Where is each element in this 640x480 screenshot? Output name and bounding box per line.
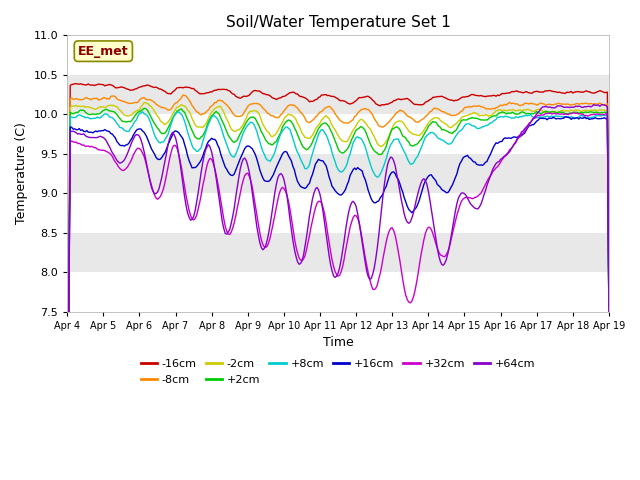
+32cm bbox=[539, 112, 547, 118]
Line: +16cm: +16cm bbox=[67, 117, 609, 480]
+16cm bbox=[164, 142, 172, 147]
+2cm bbox=[403, 138, 411, 144]
+32cm bbox=[605, 308, 612, 314]
-2cm bbox=[141, 99, 149, 105]
Line: -16cm: -16cm bbox=[67, 84, 609, 480]
+64cm bbox=[539, 104, 547, 110]
+64cm bbox=[372, 256, 380, 262]
+16cm bbox=[539, 115, 547, 121]
-16cm bbox=[403, 96, 411, 101]
Bar bbox=[67, 154, 609, 193]
+16cm bbox=[605, 312, 612, 318]
+16cm bbox=[402, 199, 410, 204]
Bar bbox=[67, 233, 609, 272]
-8cm bbox=[179, 92, 187, 98]
-8cm bbox=[373, 120, 381, 126]
Line: -8cm: -8cm bbox=[67, 95, 609, 480]
+16cm bbox=[561, 114, 569, 120]
+8cm bbox=[540, 114, 548, 120]
+64cm bbox=[590, 102, 598, 108]
+2cm bbox=[392, 124, 399, 130]
+2cm bbox=[540, 109, 548, 115]
-8cm bbox=[392, 111, 399, 117]
Line: -2cm: -2cm bbox=[67, 102, 609, 480]
+64cm bbox=[390, 158, 397, 164]
-8cm bbox=[403, 113, 411, 119]
-8cm bbox=[540, 101, 548, 107]
-16cm bbox=[373, 102, 381, 108]
+8cm bbox=[139, 109, 147, 115]
Line: +64cm: +64cm bbox=[67, 105, 609, 480]
Text: EE_met: EE_met bbox=[78, 45, 129, 58]
-2cm bbox=[166, 117, 173, 123]
-16cm bbox=[80, 82, 88, 87]
+16cm bbox=[79, 127, 86, 132]
+8cm bbox=[605, 311, 612, 317]
+2cm bbox=[140, 106, 148, 111]
Title: Soil/Water Temperature Set 1: Soil/Water Temperature Set 1 bbox=[226, 15, 451, 30]
-8cm bbox=[164, 107, 172, 113]
+32cm bbox=[79, 143, 86, 148]
+32cm bbox=[390, 228, 397, 234]
+64cm bbox=[402, 216, 410, 222]
Line: +8cm: +8cm bbox=[67, 112, 609, 480]
+8cm bbox=[373, 174, 381, 180]
+32cm bbox=[402, 292, 410, 298]
+8cm bbox=[392, 136, 399, 142]
-2cm bbox=[403, 126, 411, 132]
+2cm bbox=[605, 308, 612, 313]
-8cm bbox=[605, 300, 612, 306]
-2cm bbox=[605, 307, 612, 312]
+32cm bbox=[164, 164, 172, 169]
+16cm bbox=[390, 169, 397, 175]
+8cm bbox=[79, 113, 86, 119]
-16cm bbox=[392, 97, 399, 103]
-16cm bbox=[540, 89, 548, 95]
+2cm bbox=[373, 150, 381, 156]
-8cm bbox=[79, 96, 86, 102]
-16cm bbox=[166, 91, 173, 96]
Bar bbox=[67, 75, 609, 114]
Y-axis label: Temperature (C): Temperature (C) bbox=[15, 122, 28, 225]
Line: +32cm: +32cm bbox=[67, 113, 609, 480]
+32cm bbox=[569, 110, 577, 116]
+8cm bbox=[403, 156, 411, 161]
+64cm bbox=[605, 303, 612, 309]
X-axis label: Time: Time bbox=[323, 336, 353, 349]
+32cm bbox=[372, 286, 380, 291]
+2cm bbox=[79, 108, 86, 113]
-2cm bbox=[373, 140, 381, 146]
Legend: -16cm, -8cm, -2cm, +2cm, +8cm, +16cm, +32cm, +64cm: -16cm, -8cm, -2cm, +2cm, +8cm, +16cm, +3… bbox=[136, 355, 540, 389]
+64cm bbox=[164, 142, 172, 148]
+16cm bbox=[372, 200, 380, 205]
+64cm bbox=[79, 132, 86, 137]
+2cm bbox=[166, 122, 173, 128]
-16cm bbox=[605, 292, 612, 298]
-2cm bbox=[540, 108, 548, 114]
-2cm bbox=[79, 104, 86, 109]
-2cm bbox=[392, 120, 399, 126]
Line: +2cm: +2cm bbox=[67, 108, 609, 480]
-16cm bbox=[72, 81, 80, 86]
+8cm bbox=[166, 126, 173, 132]
